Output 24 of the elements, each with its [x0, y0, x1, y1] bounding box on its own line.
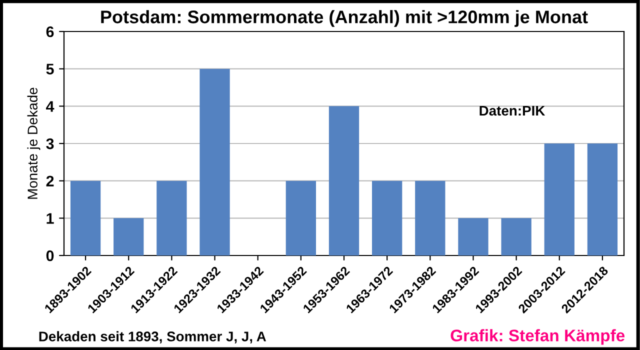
chart-title: Potsdam: Sommermonate (Anzahl) mit >120mm je Monat [101, 10, 588, 27]
bar [200, 68, 230, 256]
bar [372, 180, 402, 256]
annotation: Daten:PIK [480, 106, 546, 116]
bar [114, 218, 144, 256]
bar [458, 218, 488, 256]
y-axis-title: Monate je Dekade [27, 88, 40, 199]
bar [544, 144, 574, 256]
bar [501, 218, 532, 256]
y-tick-label: 2 [46, 176, 54, 186]
bar [70, 180, 101, 256]
bar [286, 180, 316, 256]
x-axis-title: Dekaden seit 1893, Sommer J, J, A [39, 331, 266, 344]
y-tick-label: 4 [46, 101, 54, 112]
y-tick-label: 5 [46, 64, 54, 75]
y-tick-label: 3 [46, 138, 54, 150]
y-tick-label: 0 [46, 250, 54, 262]
bar [328, 106, 360, 256]
text: Grafik: Stefan Kämpfe [450, 329, 625, 345]
y-tick-label: 6 [46, 26, 54, 38]
y-tick-label: 1 [46, 213, 54, 224]
bar [156, 180, 187, 256]
bar [415, 180, 446, 256]
bar [587, 144, 618, 256]
